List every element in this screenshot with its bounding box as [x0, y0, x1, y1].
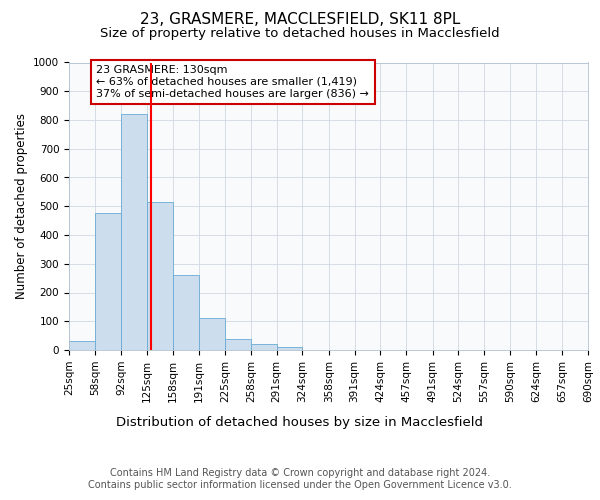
Bar: [225, 338, 251, 350]
Bar: [277, 347, 302, 350]
Text: 23, GRASMERE, MACCLESFIELD, SK11 8PL: 23, GRASMERE, MACCLESFIELD, SK11 8PL: [140, 12, 460, 28]
Bar: [95, 214, 121, 350]
Y-axis label: Number of detached properties: Number of detached properties: [14, 114, 28, 299]
Bar: [251, 344, 277, 350]
Text: Distribution of detached houses by size in Macclesfield: Distribution of detached houses by size …: [116, 416, 484, 429]
Text: Contains HM Land Registry data © Crown copyright and database right 2024.
Contai: Contains HM Land Registry data © Crown c…: [88, 468, 512, 490]
Bar: [69, 342, 95, 350]
Bar: [173, 275, 199, 350]
Bar: [147, 202, 173, 350]
Bar: [121, 114, 147, 350]
Text: Size of property relative to detached houses in Macclesfield: Size of property relative to detached ho…: [100, 28, 500, 40]
Text: 23 GRASMERE: 130sqm
← 63% of detached houses are smaller (1,419)
37% of semi-det: 23 GRASMERE: 130sqm ← 63% of detached ho…: [97, 66, 369, 98]
Bar: [199, 318, 225, 350]
